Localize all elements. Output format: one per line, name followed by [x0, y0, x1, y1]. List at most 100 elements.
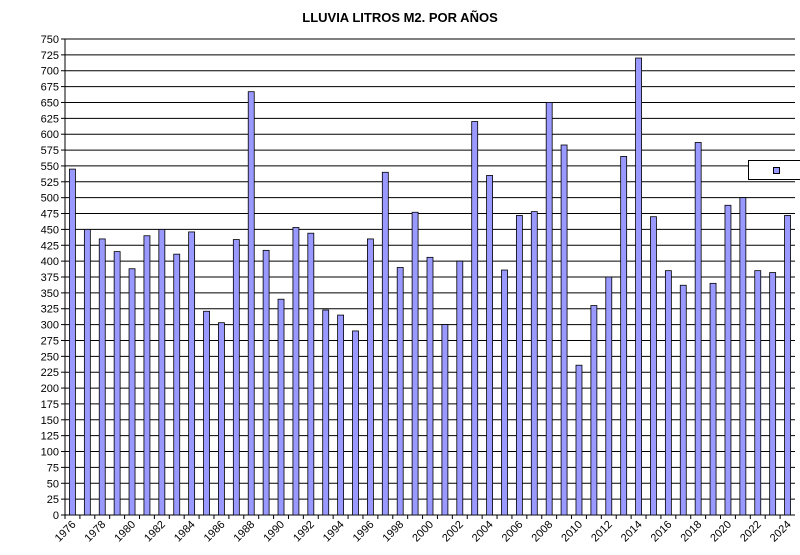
x-tick-label: 1978 [83, 519, 109, 545]
bar-1985 [203, 310, 210, 516]
y-tick-label: 500 [41, 193, 59, 205]
y-tick-label: 100 [41, 447, 59, 459]
bar-2000 [426, 256, 434, 516]
bar-2019 [709, 282, 717, 516]
y-tick-label: 650 [41, 97, 59, 109]
bar-2013 [620, 156, 628, 516]
bar-2001 [441, 324, 449, 516]
bar-1993 [322, 309, 330, 516]
x-tick-label: 1990 [261, 519, 287, 545]
bar-1977 [83, 228, 91, 516]
bar-1984 [188, 231, 196, 516]
bar-2020 [724, 204, 732, 516]
y-tick-label: 325 [41, 304, 59, 316]
bar-2024 [784, 215, 791, 516]
x-tick-label: 2006 [500, 519, 526, 545]
x-tick-label: 2020 [708, 519, 734, 545]
x-tick-label: 2012 [589, 519, 615, 545]
y-tick-label: 125 [41, 431, 59, 443]
y-tick-label: 625 [41, 113, 59, 125]
bar-1988 [247, 91, 255, 516]
chart-title: LLUVIA LITROS M2. POR AÑOS [302, 10, 498, 25]
bar-2004 [486, 175, 493, 516]
bar-2015 [650, 216, 657, 516]
y-tick-label: 725 [41, 50, 59, 62]
bar-2005 [501, 269, 508, 516]
bar-2017 [679, 284, 687, 516]
x-tick-label: 1996 [351, 519, 377, 545]
x-tick-label: 2008 [530, 519, 556, 545]
y-tick-label: 375 [41, 272, 59, 284]
bar-2011 [590, 305, 598, 516]
bar-2003 [471, 121, 479, 516]
bar-2008 [545, 102, 553, 516]
x-tick-label: 1992 [291, 519, 317, 545]
bar-2009 [560, 144, 568, 516]
bar-1994 [337, 314, 345, 516]
y-tick-label: 50 [47, 478, 59, 490]
bar-1999 [411, 211, 419, 516]
legend-swatch [773, 167, 780, 174]
bar-2023 [769, 272, 777, 516]
x-tick-label: 2018 [678, 519, 704, 545]
bar-1981 [143, 235, 151, 516]
bar-1989 [262, 249, 270, 516]
bar-1990 [277, 298, 285, 516]
x-tick-label: 2024 [768, 519, 794, 545]
bar-2022 [754, 270, 762, 516]
bar-1991 [292, 227, 300, 516]
x-tick-label: 2010 [559, 519, 585, 545]
x-tick-label: 1976 [53, 519, 79, 545]
y-tick-label: 300 [41, 320, 59, 332]
bar-1986 [218, 322, 225, 516]
bar-2016 [664, 270, 672, 516]
bar-1979 [113, 251, 121, 516]
bar-2018 [694, 142, 702, 516]
x-tick-label: 1988 [232, 519, 258, 545]
x-tick-label: 2004 [470, 519, 496, 545]
x-tick-label: 2014 [619, 519, 645, 545]
y-tick-label: 75 [47, 462, 59, 474]
x-tick-label: 2022 [738, 519, 764, 545]
bar-1998 [396, 267, 404, 516]
bar-1996 [367, 238, 374, 516]
y-tick-label: 450 [41, 224, 59, 236]
bar-1987 [232, 239, 240, 516]
y-tick-label: 350 [41, 288, 59, 300]
y-tick-label: 675 [41, 82, 59, 94]
bar-1997 [381, 171, 389, 516]
x-tick-label: 2016 [649, 519, 675, 545]
y-tick-label: 425 [41, 240, 59, 252]
x-tick-label: 2002 [440, 519, 466, 545]
y-tick-label: 525 [41, 177, 59, 189]
y-tick-label: 600 [41, 129, 59, 141]
bar-2010 [575, 364, 583, 516]
bar-1992 [307, 232, 315, 516]
y-tick-label: 175 [41, 399, 59, 411]
y-tick-label: 225 [41, 367, 59, 379]
bar-1983 [173, 253, 181, 516]
bar-2021 [739, 197, 747, 516]
x-tick-label: 1980 [112, 519, 138, 545]
bar-2014 [635, 57, 642, 516]
bar-2012 [605, 276, 613, 516]
legend [748, 160, 800, 180]
x-tick-label: 1982 [142, 519, 168, 545]
bar-1995 [352, 330, 359, 516]
x-tick-label: 1994 [321, 519, 347, 545]
bar-2007 [530, 211, 538, 516]
x-tick-label: 2000 [410, 519, 436, 545]
y-tick-label: 275 [41, 335, 59, 347]
bar-2002 [456, 260, 464, 516]
bar-2006 [515, 215, 523, 516]
y-tick-label: 575 [41, 145, 59, 157]
bar-1976 [69, 168, 76, 516]
y-tick-label: 25 [47, 494, 59, 506]
y-tick-label: 200 [41, 383, 59, 395]
x-tick-label: 1984 [172, 519, 198, 545]
bar-1982 [158, 228, 166, 516]
x-tick-label: 1998 [381, 519, 407, 545]
y-tick-label: 750 [41, 34, 59, 46]
